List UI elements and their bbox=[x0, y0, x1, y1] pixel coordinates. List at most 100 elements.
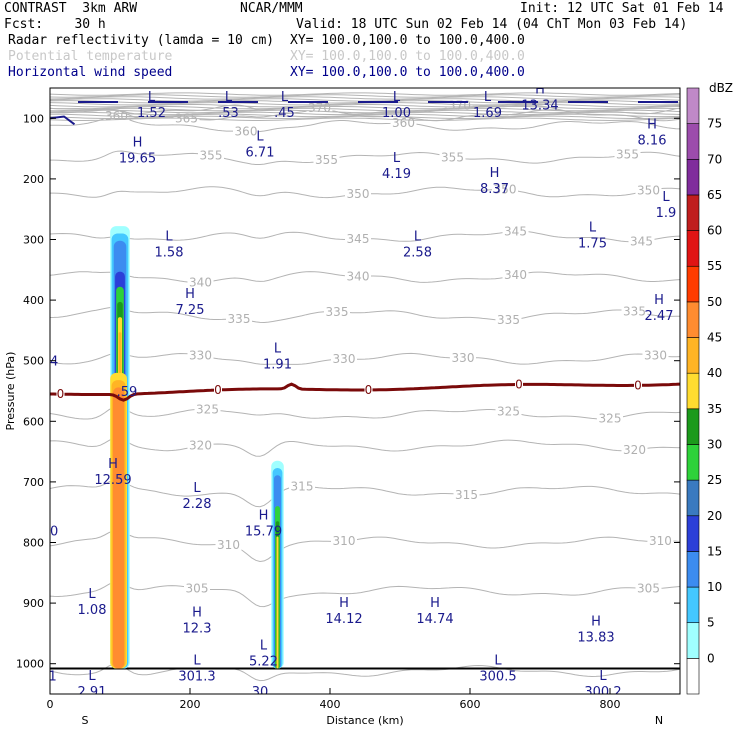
wind-extremum-type: L bbox=[494, 654, 502, 669]
wind-extremum-value: 1.1 bbox=[36, 670, 57, 685]
wind-extremum-value: 14.12 bbox=[325, 612, 362, 627]
colorbar-label: 0 bbox=[707, 651, 715, 665]
theta-label: 330 bbox=[452, 351, 475, 365]
colorbar-label: 40 bbox=[707, 366, 722, 380]
theta-label: 310 bbox=[217, 538, 240, 552]
field-theta-xy: XY= 100.0,100.0 to 100.0,400.0 bbox=[290, 49, 525, 64]
colorbar-swatch bbox=[686, 622, 700, 659]
theta-label-bg bbox=[194, 402, 221, 416]
theta-label: 350 bbox=[637, 183, 660, 197]
wind-extremum-type: H bbox=[185, 287, 195, 302]
theta-label-bg bbox=[492, 182, 518, 196]
y-tick-label: 500 bbox=[23, 355, 44, 368]
wind-extremum-value: 24 bbox=[42, 355, 59, 370]
wind-extremum-value: 300.2 bbox=[584, 685, 621, 700]
colorbar-label: 45 bbox=[707, 331, 722, 345]
freezing-level-label: 0 bbox=[515, 377, 523, 391]
theta-label-bg bbox=[233, 124, 259, 138]
y-tick-label: 200 bbox=[23, 173, 44, 186]
wind-extremum-value: 1.75 bbox=[578, 236, 607, 251]
colorbar-label: 15 bbox=[707, 544, 722, 558]
theta-contour bbox=[50, 437, 680, 457]
theta-label-bg bbox=[647, 534, 674, 548]
y-tick-label: 700 bbox=[23, 476, 44, 489]
colorbar-label: 55 bbox=[707, 259, 722, 273]
header-source: NCAR/MMM bbox=[240, 1, 303, 16]
theta-label: 310 bbox=[333, 534, 356, 548]
wind-extremum-value: 2.47 bbox=[645, 309, 674, 324]
theta-label: 320 bbox=[189, 439, 212, 453]
theta-label-bg bbox=[187, 348, 214, 362]
theta-label: 355 bbox=[315, 153, 338, 167]
wind-extremum-type: L bbox=[484, 90, 492, 105]
wind-extremum-type: L bbox=[88, 587, 96, 602]
theta-label-bg bbox=[345, 231, 371, 245]
theta-label-bg bbox=[628, 234, 655, 248]
theta-label-bg bbox=[184, 581, 210, 595]
wind-extremum-value: 4.19 bbox=[382, 167, 411, 182]
theta-label: 330 bbox=[189, 349, 212, 363]
y-tick-label: 800 bbox=[23, 537, 44, 550]
wind-extremum-value: 19.65 bbox=[119, 152, 156, 167]
wind-extremum-value: 12.59 bbox=[94, 473, 131, 488]
y-tick-label: 1000 bbox=[16, 658, 44, 671]
theta-label-bg bbox=[345, 269, 371, 283]
wind-extremum-value: 2.58 bbox=[403, 246, 432, 261]
y-tick-label: 300 bbox=[23, 234, 44, 247]
wind-extremum-type: L bbox=[165, 230, 173, 245]
theta-contour-upper bbox=[50, 113, 680, 118]
wind-extremum-type: H bbox=[654, 293, 664, 308]
wind-extremum-value: .53 bbox=[218, 106, 239, 121]
theta-label: 355 bbox=[441, 150, 464, 164]
theta-label-bg bbox=[495, 313, 522, 327]
colorbar-swatch bbox=[686, 372, 700, 410]
wind-extremum-type: L bbox=[193, 654, 201, 669]
x-end-label-north: N bbox=[655, 714, 663, 727]
header-forecast: Fcst: 30 h bbox=[4, 17, 106, 32]
wind-extremum-value: 1.52 bbox=[137, 106, 166, 121]
wind-extremum-type: L bbox=[274, 342, 282, 357]
colorbar-swatch bbox=[686, 301, 700, 338]
field-wind: Horizontal wind speed bbox=[8, 65, 173, 80]
theta-label: 310 bbox=[649, 534, 672, 548]
wind-extremum-type: L bbox=[599, 669, 607, 684]
theta-contour-upper bbox=[50, 92, 680, 96]
y-tick-label: 600 bbox=[23, 415, 44, 428]
theta-contour-upper bbox=[50, 96, 680, 100]
colorbar-label: 75 bbox=[707, 117, 722, 131]
wind-extremum-type: H bbox=[133, 136, 143, 151]
x-axis-label: Distance (km) bbox=[326, 714, 403, 727]
y-tick-label: 900 bbox=[23, 597, 44, 610]
wind-extremum-value: 12.3 bbox=[183, 621, 212, 636]
wind-extremum-type: L bbox=[281, 90, 289, 105]
field-wind-xy: XY= 100.0,100.0 to 100.0,400.0 bbox=[290, 65, 525, 80]
theta-label: 335 bbox=[326, 305, 349, 319]
wind-extremum-value: 7.25 bbox=[176, 303, 205, 318]
y-tick-label: 100 bbox=[23, 112, 44, 125]
theta-label: 315 bbox=[291, 479, 314, 493]
theta-label: 305 bbox=[186, 581, 209, 595]
theta-label-bg bbox=[502, 224, 529, 238]
theta-contour-upper bbox=[50, 111, 680, 116]
wind-extremum-type: L bbox=[225, 90, 233, 105]
theta-label: 330 bbox=[333, 352, 356, 366]
freezing-level-label: 0 bbox=[365, 383, 373, 397]
theta-label: 340 bbox=[347, 269, 370, 283]
freezing-label-bg bbox=[56, 388, 65, 400]
wind-extremum-value: 8.16 bbox=[638, 133, 667, 148]
wind-extremum-value: 13.83 bbox=[577, 630, 614, 645]
wind-extremum-value: 1.69 bbox=[473, 106, 502, 121]
colorbar-swatch bbox=[686, 586, 700, 624]
theta-contour bbox=[50, 352, 680, 365]
field-theta: Potential temperature bbox=[8, 49, 173, 64]
colorbar-label: 50 bbox=[707, 295, 722, 309]
colorbar-swatch bbox=[686, 194, 700, 231]
freezing-level-label: 0 bbox=[634, 378, 642, 392]
wind-extremum-type: H bbox=[259, 508, 269, 523]
theta-contour-upper bbox=[50, 109, 680, 114]
wind-extremum-type: L bbox=[88, 669, 96, 684]
theta-label: 350 bbox=[347, 187, 370, 201]
theta-label-bg bbox=[289, 479, 315, 493]
wind-extremum-type: H bbox=[535, 82, 545, 97]
wind-contour bbox=[50, 115, 76, 126]
